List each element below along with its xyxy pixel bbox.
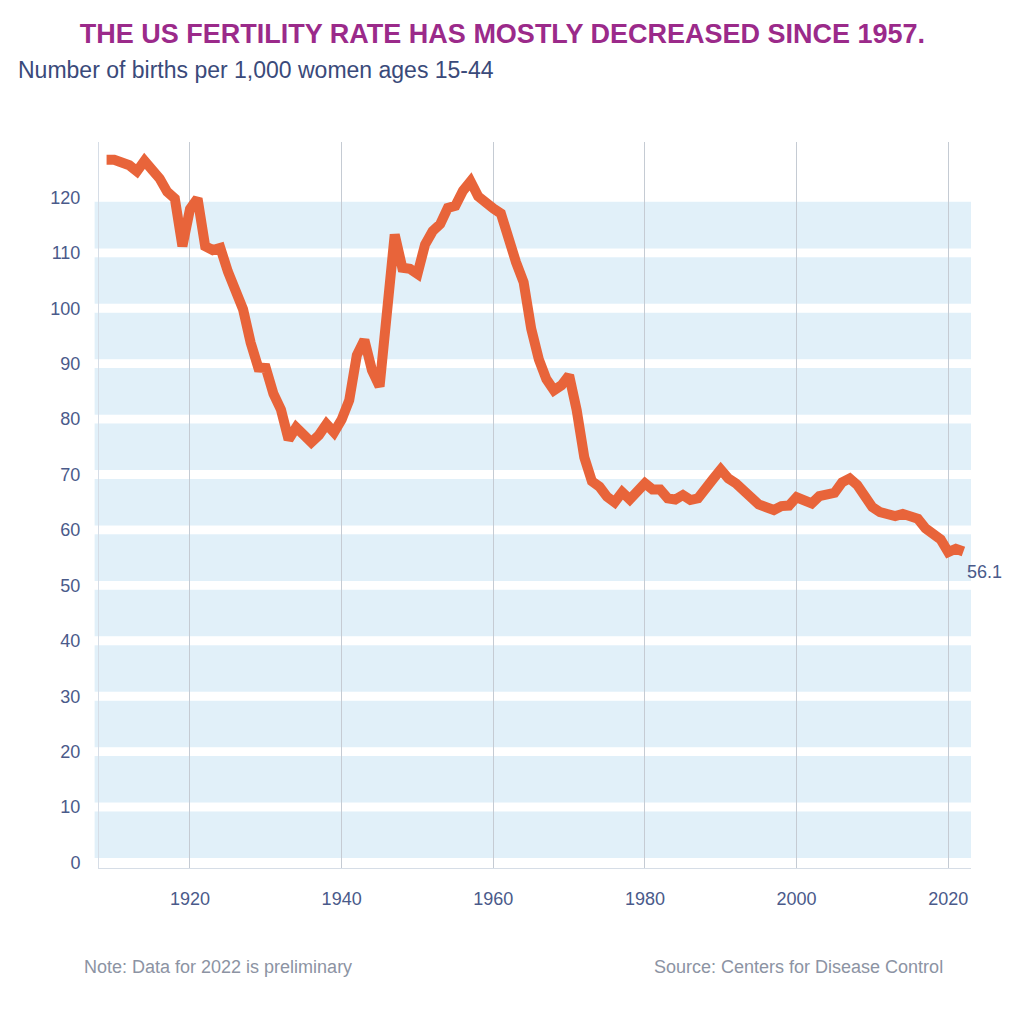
svg-text:2020: 2020 — [928, 889, 968, 909]
svg-text:1940: 1940 — [322, 889, 362, 909]
svg-text:2000: 2000 — [777, 889, 817, 909]
svg-text:30: 30 — [60, 687, 80, 707]
svg-text:10: 10 — [60, 797, 80, 817]
svg-text:THE US FERTILITY RATE HAS MOST: THE US FERTILITY RATE HAS MOSTLY DECREAS… — [80, 19, 925, 49]
svg-text:20: 20 — [60, 742, 80, 762]
svg-text:1960: 1960 — [473, 889, 513, 909]
svg-text:Number of births per 1,000 wom: Number of births per 1,000 women ages 15… — [18, 57, 494, 83]
svg-text:Note: Data for 2022 is prelimi: Note: Data for 2022 is preliminary — [84, 957, 352, 977]
svg-text:70: 70 — [60, 465, 80, 485]
svg-text:56.1: 56.1 — [967, 562, 1002, 582]
svg-text:Source: Centers for Disease Co: Source: Centers for Disease Control — [654, 957, 943, 977]
svg-text:40: 40 — [60, 631, 80, 651]
svg-text:90: 90 — [60, 354, 80, 374]
svg-text:120: 120 — [50, 188, 80, 208]
svg-text:50: 50 — [60, 576, 80, 596]
svg-text:1980: 1980 — [625, 889, 665, 909]
svg-text:100: 100 — [50, 299, 80, 319]
svg-text:1920: 1920 — [170, 889, 210, 909]
svg-text:60: 60 — [60, 520, 80, 540]
svg-text:0: 0 — [70, 853, 80, 873]
svg-text:80: 80 — [60, 409, 80, 429]
svg-text:110: 110 — [52, 243, 81, 263]
